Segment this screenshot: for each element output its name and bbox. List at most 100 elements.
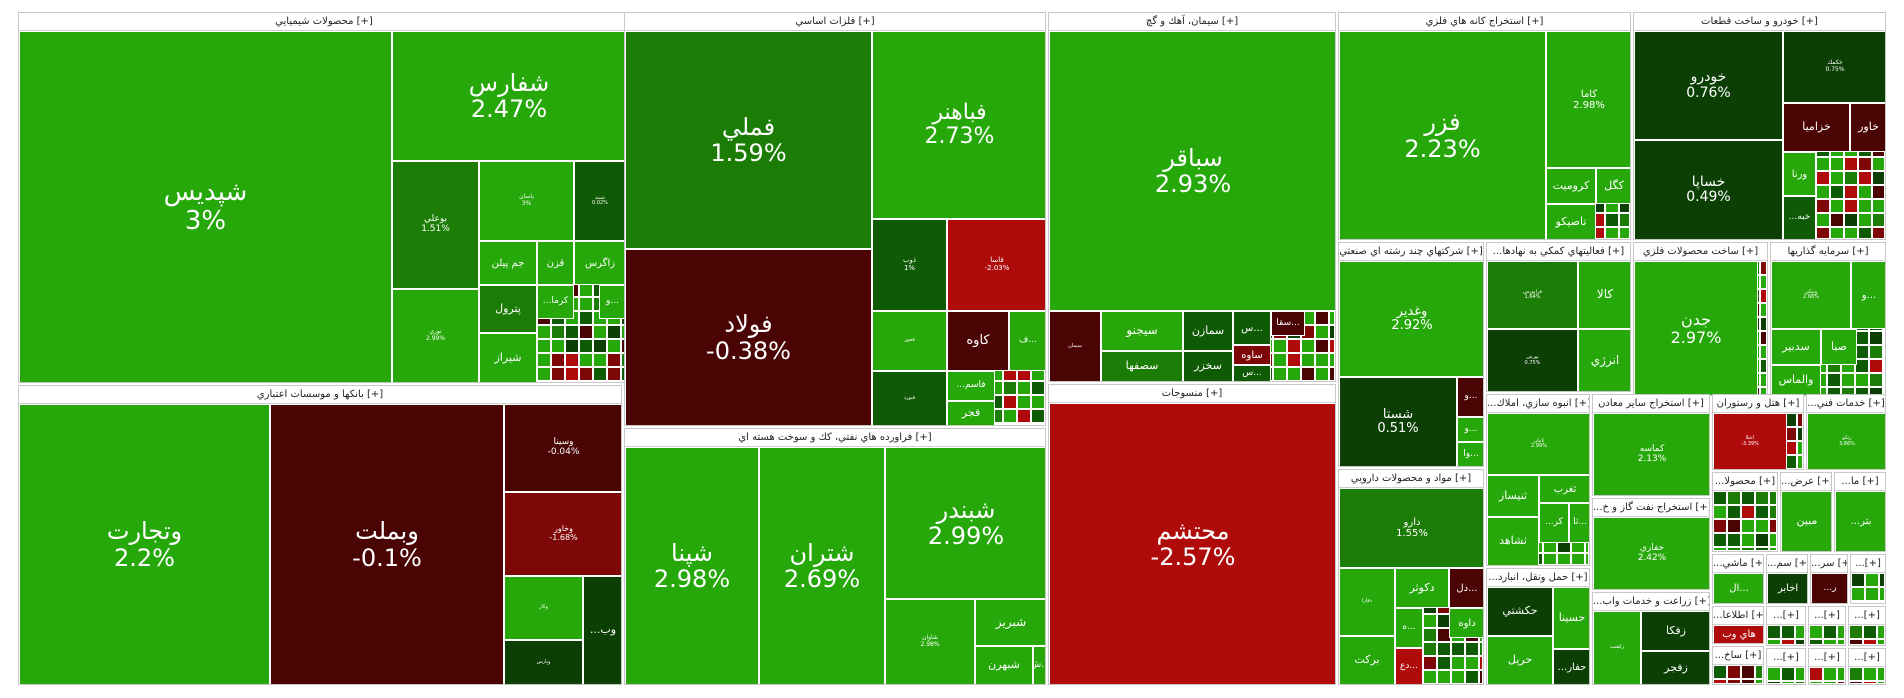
stock-tile[interactable]: س... (1233, 311, 1271, 345)
minor-tile[interactable] (593, 325, 607, 339)
minor-tile[interactable] (1858, 213, 1872, 227)
minor-tile[interactable] (537, 381, 551, 382)
minor-tile[interactable] (1031, 409, 1045, 423)
stock-tile[interactable]: وكار (504, 576, 583, 640)
minor-tile[interactable] (1872, 171, 1885, 185)
minor-tile[interactable] (1816, 199, 1830, 213)
stock-tile[interactable]: زاگرس (574, 241, 626, 285)
minor-tile[interactable] (1830, 157, 1844, 171)
sector-box[interactable]: منسوجات [+] محتشم -2.57% (1048, 384, 1336, 685)
minor-tile[interactable] (593, 339, 607, 353)
minor-tile[interactable] (1287, 353, 1301, 367)
minor-tile[interactable] (1017, 423, 1031, 425)
minor-tile[interactable] (1031, 381, 1045, 395)
stock-tile[interactable]: فاسا -2.03% (947, 219, 1045, 311)
minor-tile[interactable] (1858, 157, 1872, 171)
minor-tile[interactable] (593, 353, 607, 367)
stock-tile[interactable]: خزاميا (1783, 103, 1850, 152)
minor-tile[interactable] (579, 283, 593, 297)
stock-tile[interactable]: قزن (537, 241, 574, 285)
sector-box[interactable]: فراورده هاي نفتي، كك و سوخت هسته اي [+] ش… (624, 428, 1046, 685)
stock-tile[interactable]: وسينا -0.04% (504, 404, 621, 492)
minor-tile[interactable] (1858, 185, 1872, 199)
stock-tile[interactable]: سمازن (1183, 311, 1233, 351)
sector-title[interactable]: استخراج كانه هاي فلزي [+] (1339, 13, 1630, 31)
minor-tile[interactable] (1619, 227, 1630, 239)
minor-tile[interactable] (579, 325, 593, 339)
stock-tile[interactable]: فنورد (872, 371, 947, 425)
minor-tile[interactable] (551, 353, 565, 367)
stock-tile[interactable]: نوري 2.99% (392, 289, 479, 382)
minor-tile[interactable] (1315, 339, 1329, 353)
minor-tile[interactable] (1315, 311, 1329, 325)
minor-tile[interactable] (1031, 395, 1045, 409)
minor-tile[interactable] (1872, 213, 1885, 227)
minor-tile[interactable] (607, 339, 621, 353)
minor-tile[interactable] (1003, 381, 1017, 395)
stock-tile[interactable]: كرومیت (1546, 168, 1596, 204)
minor-tile[interactable] (1301, 339, 1315, 353)
minor-tile[interactable] (565, 381, 579, 382)
stock-tile[interactable]: ياسان 3% (479, 161, 574, 241)
minor-tile[interactable] (1315, 325, 1329, 339)
stock-tile[interactable]: پترول (479, 285, 537, 333)
minor-tile[interactable] (1816, 171, 1830, 185)
minor-tile[interactable] (579, 339, 593, 353)
sector-box[interactable]: استخراج كانه هاي فلزي [+] فزر 2.23% كاما 2.9… (1338, 12, 1631, 240)
minor-tile[interactable] (1858, 227, 1872, 239)
sector-box[interactable]: فلزات اساسي [+] فملي 1.59% فباهنر 2.73% فولاد… (624, 12, 1046, 426)
minor-tile[interactable] (1844, 157, 1858, 171)
minor-tile[interactable] (1329, 367, 1335, 381)
minor-tile[interactable] (1017, 395, 1031, 409)
stock-tile[interactable]: شبندر 2.99% (885, 447, 1045, 599)
stock-tile[interactable]: و... (599, 285, 626, 319)
minor-tile[interactable] (1844, 185, 1858, 199)
minor-tile[interactable] (1329, 353, 1335, 367)
stock-tile[interactable]: فزر 2.23% (1339, 31, 1546, 239)
minor-tile[interactable] (579, 311, 593, 325)
minor-tile[interactable] (1858, 171, 1872, 185)
minor-tile[interactable] (1315, 353, 1329, 367)
stock-tile[interactable]: فخوز (872, 311, 947, 371)
stock-tile[interactable]: خساپا 0.49% (1634, 140, 1783, 239)
sector-title[interactable]: خودرو و ساخت قطعات [+] (1634, 13, 1885, 31)
minor-tile[interactable] (565, 325, 579, 339)
minor-tile[interactable] (607, 381, 621, 382)
sector-title[interactable]: فلزات اساسي [+] (625, 13, 1045, 31)
sector-title[interactable]: سيمان، آهك و گچ [+] (1049, 13, 1335, 31)
minor-tile[interactable] (1017, 409, 1031, 423)
sector-box[interactable]: سيمان، آهك و گچ [+] سباقر 2.93% سيمان سيجنو س… (1048, 12, 1336, 382)
stock-tile[interactable]: شتران 2.69% (759, 447, 885, 684)
sector-box[interactable]: خودرو و ساخت قطعات [+] خودرو 0.76% خكمك 0.75… (1633, 12, 1886, 240)
stock-tile[interactable]: بوعلي 1.51% (392, 161, 479, 289)
minor-tile[interactable] (579, 297, 593, 311)
minor-tile[interactable] (607, 325, 621, 339)
minor-tile[interactable] (579, 353, 593, 367)
minor-tile[interactable] (1619, 213, 1630, 227)
stock-tile[interactable]: شفارس 2.47% (392, 31, 626, 161)
stock-tile[interactable]: كگل (1596, 168, 1630, 204)
minor-tile[interactable] (565, 353, 579, 367)
minor-tile[interactable] (551, 325, 565, 339)
minor-tile[interactable] (1301, 367, 1315, 381)
minor-tile[interactable] (1844, 227, 1858, 239)
minor-tile[interactable] (593, 367, 607, 381)
minor-tile[interactable] (1830, 213, 1844, 227)
stock-tile[interactable]: فجر (947, 401, 995, 425)
minor-tile[interactable] (551, 339, 565, 353)
stock-tile[interactable]: خكمك 0.75% (1783, 31, 1885, 103)
stock-tile[interactable]: كاما 2.98% (1546, 31, 1630, 168)
minor-tile[interactable] (1315, 367, 1329, 381)
stock-tile[interactable]: سخزر (1183, 351, 1233, 381)
minor-tile[interactable] (1872, 157, 1885, 171)
stock-tile[interactable]: سيمان (1049, 311, 1101, 381)
minor-tile[interactable] (1301, 353, 1315, 367)
minor-tile[interactable] (1287, 339, 1301, 353)
stock-tile[interactable]: ...خبه (1783, 196, 1816, 239)
stock-tile[interactable]: كاوه (947, 311, 1009, 371)
minor-tile[interactable] (1287, 367, 1301, 381)
minor-tile[interactable] (607, 353, 621, 367)
minor-tile[interactable] (1844, 213, 1858, 227)
sector-title[interactable]: فراورده هاي نفتي، كك و سوخت هسته اي [+] (625, 429, 1045, 447)
minor-tile[interactable] (1816, 185, 1830, 199)
